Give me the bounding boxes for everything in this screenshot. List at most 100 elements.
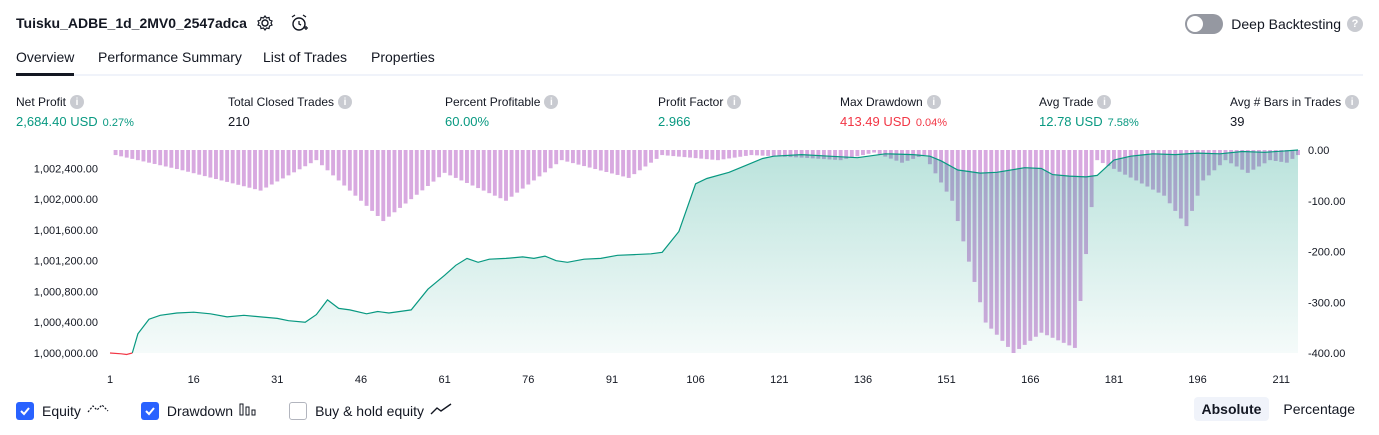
trade-tick-label: 61 — [438, 374, 450, 386]
drawdown-bar — [715, 150, 720, 161]
drawdown-bar — [119, 150, 124, 157]
drawdown-bar — [621, 150, 626, 177]
drawdown-bar — [704, 150, 709, 160]
drawdown-bar — [671, 150, 676, 157]
drawdown-bar — [280, 150, 285, 179]
metric-avg-trade: Avg Trade i 12.78 USD 7.58% — [1039, 94, 1139, 129]
drawdown-tick-label: 0.00 — [1308, 145, 1329, 157]
strategy-header: Tuisku_ADBE_1d_2MV0_2547adca Deep Backte… — [16, 10, 1363, 38]
drawdown-bar — [548, 150, 553, 169]
trade-tick-label: 106 — [686, 374, 704, 386]
trade-axis: 1 16 31 46 61 76 91 106 121 136 151 166 181 196 211 — [107, 374, 1290, 386]
drawdown-bar — [1095, 150, 1100, 161]
drawdown-bar — [230, 150, 235, 184]
drawdown-tick-label: -300.00 — [1308, 297, 1345, 309]
drawdown-bar — [509, 150, 514, 197]
tab-overview[interactable]: Overview — [16, 49, 75, 76]
info-icon[interactable]: i — [1345, 95, 1360, 109]
drawdown-bar — [492, 150, 497, 196]
drawdown-bar — [442, 150, 447, 173]
equity-tick-label: 1,002,000.00 — [34, 194, 98, 206]
drawdown-bar — [269, 150, 274, 185]
drawdown-bar — [197, 150, 202, 175]
report-tabs: Overview Performance Summary List of Tra… — [16, 44, 1363, 76]
drawdown-bar — [431, 150, 436, 182]
metric-label: Avg Trade — [1039, 95, 1094, 109]
drawdown-bar — [799, 150, 804, 158]
drawdown-bar — [788, 150, 793, 158]
equity-drawdown-chart[interactable]: 1,000,000.00 1,000,400.00 1,000,800.00 1,00… — [0, 140, 1379, 390]
drawdown-checkbox[interactable] — [140, 402, 159, 420]
equity-tick-label: 1,000,000.00 — [34, 348, 98, 360]
drawdown-bar — [727, 150, 732, 159]
info-icon[interactable]: i — [544, 95, 559, 109]
equity-start-segment — [109, 352, 133, 356]
drawdown-bar — [821, 150, 826, 160]
info-icon[interactable]: i — [70, 95, 85, 109]
legend-drawdown[interactable]: Drawdown — [140, 402, 257, 421]
drawdown-bar — [414, 150, 419, 195]
drawdown-bar — [766, 150, 771, 156]
info-icon[interactable]: i — [926, 95, 941, 109]
legend-buy-hold[interactable]: Buy & hold equity — [289, 402, 452, 421]
drawdown-bar — [598, 150, 603, 171]
drawdown-axis: 0.00 -100.00 -200.00 -300.00 -400.00 — [1308, 145, 1345, 360]
tab-list-of-trades[interactable]: List of Trades — [263, 49, 348, 65]
trade-tick-label: 121 — [770, 374, 788, 386]
tab-properties[interactable]: Properties — [371, 49, 435, 65]
drawdown-bar — [738, 150, 743, 157]
trade-tick-label: 16 — [188, 374, 200, 386]
drawdown-bar — [253, 150, 257, 190]
drawdown-bar — [214, 150, 218, 179]
drawdown-bar — [877, 150, 882, 155]
drawdown-bar — [375, 150, 380, 216]
drawdown-bar — [498, 150, 503, 199]
equity-line — [131, 149, 1299, 354]
trade-tick-label: 1 — [107, 374, 113, 386]
drawdown-bar — [308, 150, 313, 164]
absolute-button[interactable]: Absolute — [1193, 397, 1270, 421]
drawdown-bar — [833, 150, 838, 160]
legend-equity[interactable]: Equity — [16, 402, 109, 421]
info-icon[interactable]: i — [338, 95, 353, 109]
drawdown-bar — [186, 150, 191, 172]
trade-tick-label: 76 — [522, 374, 534, 386]
info-icon[interactable]: i — [727, 95, 742, 109]
gear-icon[interactable] — [254, 12, 276, 34]
equity-checkbox[interactable] — [16, 402, 34, 420]
drawdown-bar — [487, 150, 492, 194]
info-icon[interactable]: i — [1097, 95, 1112, 109]
drawdown-bar — [610, 150, 614, 174]
drawdown-bar — [570, 150, 575, 164]
metric-label: Net Profit — [16, 95, 67, 109]
percentage-button[interactable]: Percentage — [1283, 401, 1355, 417]
alarm-clock-plus-icon[interactable] — [288, 12, 310, 34]
drawdown-bars-icon — [239, 402, 257, 421]
drawdown-bar — [676, 150, 681, 157]
drawdown-bar — [643, 150, 648, 167]
drawdown-bar — [916, 150, 921, 157]
drawdown-bar — [286, 150, 291, 176]
buy-hold-checkbox[interactable] — [289, 402, 308, 420]
drawdown-bar — [147, 150, 151, 163]
drawdown-bar — [810, 150, 815, 159]
drawdown-bar — [632, 150, 637, 175]
metric-label: Avg # Bars in Trades — [1230, 95, 1342, 109]
drawdown-bar — [743, 150, 748, 156]
deep-backtesting-label: Deep Backtesting — [1231, 16, 1341, 32]
drawdown-bar — [236, 150, 241, 185]
drawdown-bar — [587, 150, 592, 168]
drawdown-bar — [465, 150, 469, 183]
drawdown-bar — [504, 150, 508, 201]
buy-hold-line-icon — [430, 402, 452, 421]
help-icon[interactable]: ? — [1347, 16, 1363, 32]
metric-percent-profitable: Percent Profitable i 60.00% — [445, 94, 559, 129]
equity-area — [132, 150, 1298, 353]
equity-tick-label: 1,001,600.00 — [34, 225, 98, 237]
deep-backtesting-toggle[interactable] — [1185, 14, 1224, 34]
drawdown-bar — [448, 150, 453, 176]
equity-line-icon — [87, 402, 109, 421]
drawdown-bar — [855, 150, 860, 157]
tab-performance-summary[interactable]: Performance Summary — [98, 49, 242, 65]
drawdown-tick-label: -100.00 — [1308, 196, 1345, 208]
